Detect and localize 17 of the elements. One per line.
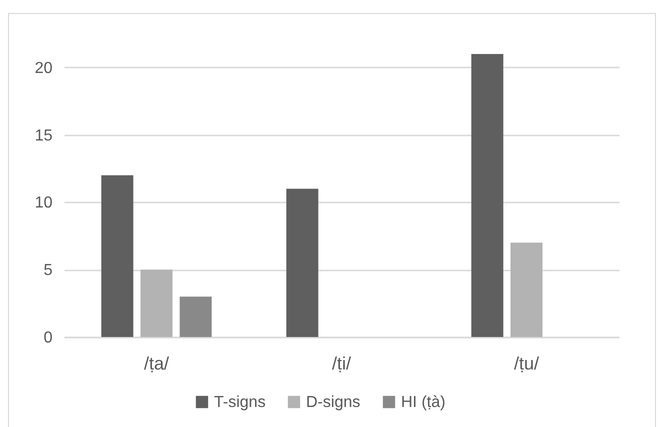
legend-label: HI (ṭà) — [401, 394, 446, 411]
y-tick-label: 0 — [44, 330, 53, 346]
x-tick-label: /ṭa/ — [144, 354, 170, 374]
bar — [180, 296, 212, 337]
y-tick-label: 5 — [44, 262, 53, 280]
bar — [286, 188, 318, 337]
bar — [140, 270, 172, 337]
bar — [510, 242, 542, 337]
x-tick-label: /ṭi/ — [332, 354, 352, 374]
bar — [101, 175, 134, 337]
x-tick-label: /ṭu/ — [514, 354, 540, 374]
y-tick-label: 10 — [34, 194, 53, 212]
y-tick-label: 20 — [34, 60, 53, 77]
y-tick-label: 15 — [34, 127, 53, 144]
bar — [471, 54, 504, 337]
legend-label: T-signs — [214, 394, 266, 411]
legend-label: D-signs — [306, 394, 360, 411]
